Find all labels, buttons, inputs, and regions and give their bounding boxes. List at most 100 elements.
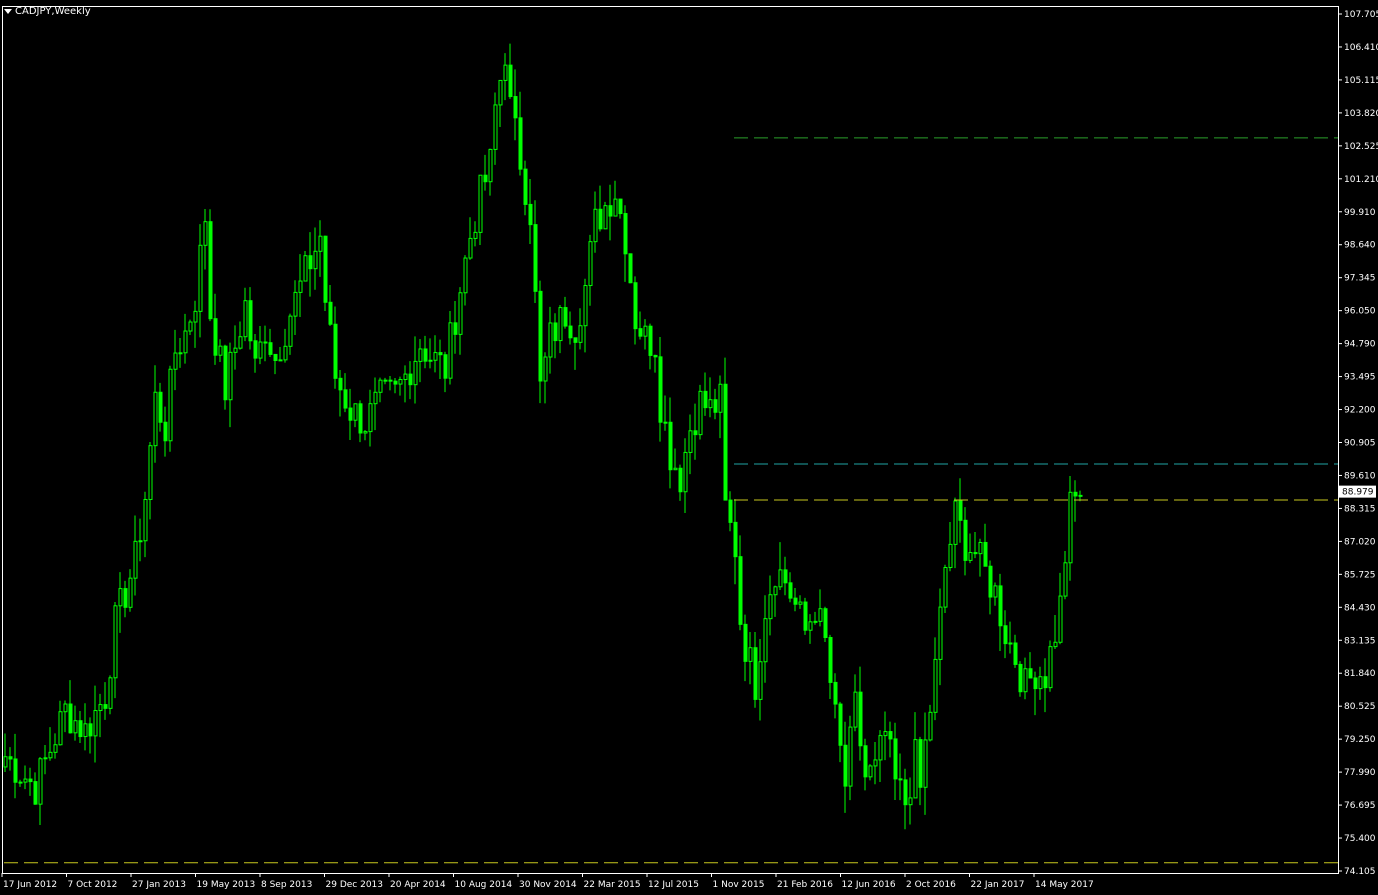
- y-tick-label: 76.695: [1344, 801, 1376, 811]
- candle-body: [143, 498, 148, 542]
- candle-body: [863, 745, 868, 778]
- candle-body: [1043, 676, 1048, 689]
- candle-body: [58, 711, 63, 746]
- candle-body: [253, 340, 258, 359]
- y-tick-label: 99.910: [1344, 208, 1376, 218]
- candle-body: [478, 174, 483, 233]
- x-tick-label: 20 Apr 2014: [390, 880, 446, 890]
- candle-body: [928, 711, 933, 741]
- candle-body: [1018, 663, 1023, 693]
- candle-body: [578, 325, 583, 343]
- candle-body: [453, 322, 458, 335]
- candle-body: [418, 348, 423, 362]
- candle-body: [873, 759, 878, 767]
- current-price-label: 88.979: [1342, 488, 1374, 498]
- candle-body: [1028, 668, 1033, 679]
- candle-body: [38, 758, 43, 805]
- plot-frame: [2, 6, 1339, 874]
- candle-body: [278, 359, 283, 362]
- candle-body: [468, 237, 473, 259]
- candle-body: [953, 500, 958, 545]
- y-tick-label: 88.315: [1344, 504, 1376, 514]
- x-tick-label: 7 Oct 2012: [68, 880, 118, 890]
- candle-body: [718, 383, 723, 413]
- candle-body: [168, 368, 173, 442]
- x-tick-label: 19 May 2013: [197, 880, 256, 890]
- candle-body: [703, 390, 708, 409]
- y-tick-label: 77.990: [1344, 768, 1376, 778]
- candle-body: [983, 541, 988, 567]
- candle-body: [628, 253, 633, 284]
- candle-body: [613, 198, 618, 217]
- candle-body: [53, 744, 58, 753]
- price-axis: 107.705 106.410 105.115 103.820 102.525 101.2…: [1338, 10, 1378, 877]
- candle-body: [223, 345, 228, 401]
- x-tick-label: 29 Dec 2013: [326, 880, 384, 890]
- candle-body: [218, 345, 223, 356]
- candle-body: [63, 703, 68, 713]
- candle-body: [198, 244, 203, 312]
- candle-body: [498, 79, 503, 106]
- candle-body: [393, 380, 398, 385]
- y-tick-label: 103.820: [1344, 109, 1378, 119]
- candle-body: [753, 647, 758, 700]
- candle-body: [778, 569, 783, 588]
- candle-body: [1003, 625, 1008, 645]
- candle-body: [148, 445, 153, 500]
- y-tick-label: 83.135: [1344, 636, 1376, 646]
- candle-body: [648, 325, 653, 356]
- chart-title-bar[interactable]: CADJPY,Weekly: [4, 4, 91, 18]
- candle-body: [603, 205, 608, 230]
- candle-body: [473, 231, 478, 239]
- candle-body: [593, 208, 598, 243]
- candle-body: [48, 751, 53, 759]
- candle-body: [763, 618, 768, 663]
- candle-body: [128, 577, 133, 608]
- candle-body: [263, 341, 268, 344]
- candle-body: [123, 588, 128, 608]
- candle-body: [818, 608, 823, 622]
- dropdown-triangle-icon[interactable]: [4, 8, 12, 14]
- candle-body: [698, 390, 703, 436]
- y-tick-label: 75.400: [1344, 834, 1376, 844]
- candle-body: [248, 300, 253, 342]
- candle-body: [83, 723, 88, 738]
- candle-body: [638, 328, 643, 337]
- candle-body: [428, 359, 433, 362]
- candle-body: [968, 552, 973, 561]
- candle-body: [883, 731, 888, 737]
- candle-body: [1058, 595, 1063, 643]
- candle-body: [1008, 642, 1013, 645]
- candle-body: [183, 330, 188, 354]
- candle-body: [208, 221, 213, 320]
- y-tick-label: 98.640: [1344, 241, 1376, 251]
- candle-body: [633, 282, 638, 330]
- candle-body: [793, 597, 798, 605]
- candle-body: [398, 379, 403, 385]
- candle-body: [743, 623, 748, 662]
- candle-body: [353, 403, 358, 421]
- x-tick-label: 30 Nov 2014: [519, 880, 577, 890]
- candle-body: [888, 731, 893, 740]
- x-tick-label: 12 Jul 2015: [648, 880, 699, 890]
- candle-body: [483, 174, 488, 183]
- candle-body: [538, 290, 543, 382]
- y-tick-label: 107.705: [1344, 10, 1378, 20]
- candle-body: [643, 325, 648, 337]
- candle-body: [608, 205, 613, 217]
- candle-body: [288, 315, 293, 347]
- candle-body: [898, 778, 903, 781]
- x-tick-label: 22 Jan 2017: [971, 880, 1025, 890]
- y-tick-label: 102.525: [1344, 142, 1378, 152]
- candle-body: [413, 360, 418, 386]
- candle-body: [258, 341, 263, 359]
- candle-body: [563, 307, 568, 327]
- candle-body: [193, 310, 198, 323]
- candle-body: [813, 620, 818, 623]
- candle-body: [823, 608, 828, 639]
- candle-body: [513, 96, 518, 119]
- x-tick-label: 8 Sep 2013: [261, 880, 312, 890]
- candle-body: [343, 389, 348, 409]
